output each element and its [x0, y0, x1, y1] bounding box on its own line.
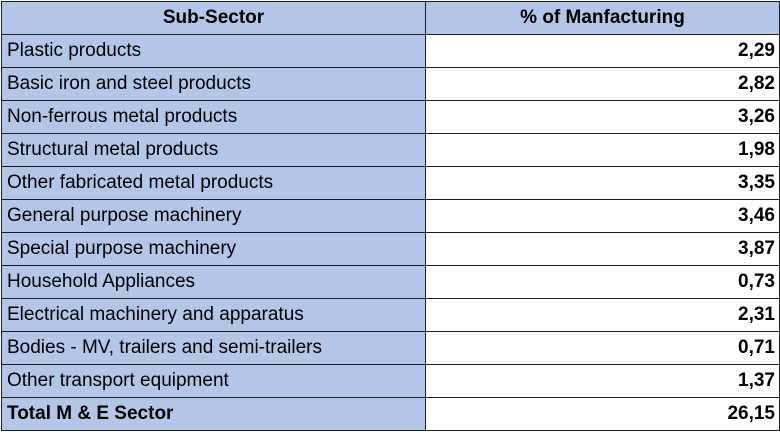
sub-sector-cell: Other transport equipment: [1, 364, 426, 398]
sub-sector-cell: Household Appliances: [1, 265, 426, 299]
sub-sector-cell: General purpose machinery: [1, 199, 426, 233]
percent-cell: 3,35: [425, 166, 780, 200]
table-row: Basic iron and steel products 2,82: [1, 67, 780, 101]
table-row: Bodies - MV, trailers and semi-trailers …: [1, 331, 780, 365]
percent-cell: 0,71: [425, 331, 780, 365]
percent-cell: 1,98: [425, 133, 780, 167]
sub-sector-cell: Electrical machinery and apparatus: [1, 298, 426, 332]
header-percent-of-manufacturing: % of Manfacturing: [425, 1, 780, 35]
sub-sector-cell: Non-ferrous metal products: [1, 100, 426, 134]
total-label-cell: Total M & E Sector: [1, 397, 426, 431]
percent-cell: 2,31: [425, 298, 780, 332]
percent-cell: 2,82: [425, 67, 780, 101]
table-row: Special purpose machinery 3,87: [1, 232, 780, 266]
total-percent-cell: 26,15: [425, 397, 780, 431]
sub-sector-cell: Basic iron and steel products: [1, 67, 426, 101]
sub-sector-cell: Other fabricated metal products: [1, 166, 426, 200]
table-row: Structural metal products 1,98: [1, 133, 780, 167]
percent-cell: 3,87: [425, 232, 780, 266]
percent-cell: 2,29: [425, 34, 780, 68]
table-row: Plastic products 2,29: [1, 34, 780, 68]
total-row: Total M & E Sector 26,15: [1, 397, 780, 431]
sub-sector-cell: Bodies - MV, trailers and semi-trailers: [1, 331, 426, 365]
percent-cell: 3,26: [425, 100, 780, 134]
table-row: Other fabricated metal products 3,35: [1, 166, 780, 200]
percent-cell: 3,46: [425, 199, 780, 233]
header-sub-sector: Sub-Sector: [1, 1, 426, 35]
table-row: General purpose machinery 3,46: [1, 199, 780, 233]
sub-sector-cell: Structural metal products: [1, 133, 426, 167]
table-row: Other transport equipment 1,37: [1, 364, 780, 398]
percent-cell: 1,37: [425, 364, 780, 398]
header-row: Sub-Sector % of Manfacturing: [1, 1, 780, 35]
sub-sector-cell: Plastic products: [1, 34, 426, 68]
table-row: Household Appliances 0,73: [1, 265, 780, 299]
sub-sector-cell: Special purpose machinery: [1, 232, 426, 266]
table-row: Non-ferrous metal products 3,26: [1, 100, 780, 134]
table-row: Electrical machinery and apparatus 2,31: [1, 298, 780, 332]
percent-cell: 0,73: [425, 265, 780, 299]
